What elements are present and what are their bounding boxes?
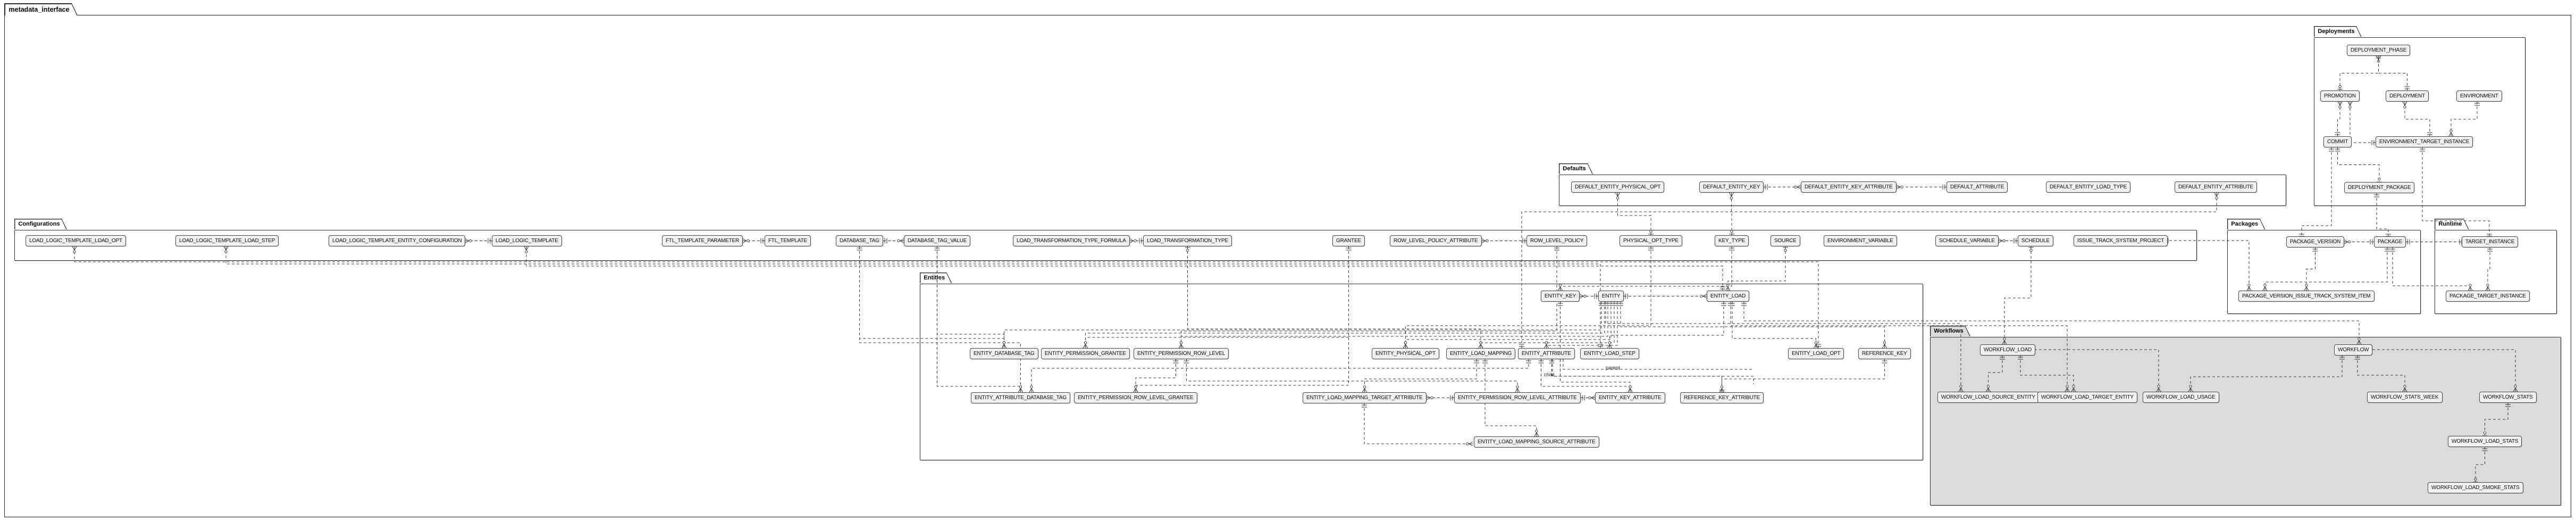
- table-pv_its_item[interactable]: PACKAGE_VERSION_ISSUE_TRACK_SYSTEM_ITEM: [2238, 291, 2374, 302]
- table-wl_source_entity[interactable]: WORKFLOW_LOAD_SOURCE_ENTITY: [1937, 392, 2039, 403]
- table-default_entity_load_type[interactable]: DEFAULT_ENTITY_LOAD_TYPE: [2046, 181, 2131, 193]
- table-llt_load_step[interactable]: LOAD_LOGIC_TEMPLATE_LOAD_STEP: [175, 235, 279, 246]
- table-e_perm_grantee[interactable]: ENTITY_PERMISSION_GRANTEE: [1041, 348, 1130, 359]
- table-key_type[interactable]: KEY_TYPE: [1715, 235, 1749, 246]
- table-ftl_template_parameter[interactable]: FTL_TEMPLATE_PARAMETER: [662, 235, 743, 246]
- table-wf_load_smoke_stats[interactable]: WORKFLOW_LOAD_SMOKE_STATS: [2428, 482, 2523, 493]
- group-tab-packages: Packages: [2227, 219, 2265, 229]
- table-e_attribute[interactable]: ENTITY_ATTRIBUTE: [1518, 348, 1575, 359]
- table-e_load_opt[interactable]: ENTITY_LOAD_OPT: [1788, 348, 1844, 359]
- table-entity_key[interactable]: ENTITY_KEY: [1541, 291, 1580, 302]
- table-workflow_load[interactable]: WORKFLOW_LOAD: [1980, 344, 2036, 355]
- table-default_entity_key[interactable]: DEFAULT_ENTITY_KEY: [1699, 181, 1764, 193]
- group-tab-configurations: Configurations: [14, 219, 67, 229]
- table-grantee[interactable]: GRANTEE: [1332, 235, 1365, 246]
- table-default_entity_key_attribute[interactable]: DEFAULT_ENTITY_KEY_ATTRIBUTE: [1801, 181, 1897, 193]
- table-environment_variable[interactable]: ENVIRONMENT_VARIABLE: [1824, 235, 1897, 246]
- table-schedule_variable[interactable]: SCHEDULE_VARIABLE: [1935, 235, 1999, 246]
- table-entity_database_tag[interactable]: ENTITY_DATABASE_TAG: [970, 348, 1038, 359]
- group-tab-deployments: Deployments: [2314, 26, 2362, 37]
- table-e_lm_target_attribute[interactable]: ENTITY_LOAD_MAPPING_TARGET_ATTRIBUTE: [1303, 392, 1427, 403]
- table-commit[interactable]: COMMIT: [2323, 136, 2352, 147]
- diagram-title: metadata_interface: [5, 4, 77, 16]
- table-wf_stats_week[interactable]: WORKFLOW_STATS_WEEK: [2367, 392, 2443, 403]
- table-deployment_phase[interactable]: DEPLOYMENT_PHASE: [2347, 45, 2411, 56]
- group-tab-entities: Entities: [920, 272, 952, 283]
- edge-label-child: child: [1544, 372, 1555, 378]
- table-package_target_instance[interactable]: PACKAGE_TARGET_INSTANCE: [2446, 291, 2530, 302]
- table-default_entity_physical_opt[interactable]: DEFAULT_ENTITY_PHYSICAL_OPT: [1571, 181, 1665, 193]
- table-llt_entity_configuration[interactable]: LOAD_LOGIC_TEMPLATE_ENTITY_CONFIGURATION: [329, 235, 466, 246]
- table-llt_load_opt[interactable]: LOAD_LOGIC_TEMPLATE_LOAD_OPT: [26, 235, 126, 246]
- group-deployments: [2314, 37, 2525, 206]
- table-deployment_package[interactable]: DEPLOYMENT_PACKAGE: [2344, 182, 2415, 193]
- group-label-packages: Packages: [2228, 219, 2264, 229]
- group-entities: [920, 284, 1923, 460]
- group-tab-workflows: Workflows: [1930, 326, 1970, 336]
- table-wf_stats[interactable]: WORKFLOW_STATS: [2479, 392, 2537, 403]
- table-e_attr_database_tag[interactable]: ENTITY_ATTRIBUTE_DATABASE_TAG: [971, 392, 1070, 403]
- table-reference_key[interactable]: REFERENCE_KEY: [1858, 348, 1911, 359]
- table-default_attribute[interactable]: DEFAULT_ATTRIBUTE: [1946, 181, 2008, 193]
- group-label-defaults: Defaults: [1559, 164, 1592, 174]
- table-entity[interactable]: ENTITY: [1598, 291, 1624, 302]
- group-label-workflows: Workflows: [1931, 326, 1969, 336]
- table-e_load_mapping[interactable]: ENTITY_LOAD_MAPPING: [1446, 348, 1516, 359]
- table-e_lm_source_attribute[interactable]: ENTITY_LOAD_MAPPING_SOURCE_ATTRIBUTE: [1474, 436, 1599, 448]
- table-environment_target_instance[interactable]: ENVIRONMENT_TARGET_INSTANCE: [2376, 136, 2473, 147]
- table-source[interactable]: SOURCE: [1771, 235, 1800, 246]
- table-package_version[interactable]: PACKAGE_VERSION: [2286, 236, 2345, 247]
- table-entity_load[interactable]: ENTITY_LOAD: [1707, 291, 1750, 302]
- edge-label-parent: parent: [1606, 365, 1620, 371]
- table-schedule[interactable]: SCHEDULE: [2018, 235, 2053, 246]
- table-deployment[interactable]: DEPLOYMENT: [2386, 90, 2429, 102]
- table-e_perm_rl_grantee[interactable]: ENTITY_PERMISSION_ROW_LEVEL_GRANTEE: [1074, 392, 1197, 403]
- table-database_tag[interactable]: DATABASE_TAG: [836, 235, 883, 246]
- table-database_tag_value[interactable]: DATABASE_TAG_VALUE: [904, 235, 971, 246]
- table-ftl_template[interactable]: FTL_TEMPLATE: [765, 235, 811, 246]
- table-default_entity_attribute[interactable]: DEFAULT_ENTITY_ATTRIBUTE: [2175, 181, 2257, 193]
- table-its_project[interactable]: ISSUE_TRACK_SYSTEM_PROJECT: [2074, 235, 2168, 246]
- table-workflow[interactable]: WORKFLOW: [2334, 344, 2373, 355]
- diagram-frame: [4, 15, 2571, 517]
- group-label-deployments: Deployments: [2314, 27, 2361, 37]
- table-package[interactable]: PACKAGE: [2374, 236, 2406, 247]
- table-ltt_formula[interactable]: LOAD_TRANSFORMATION_TYPE_FORMULA: [1013, 235, 1130, 246]
- diagram-title-tab: metadata_interface: [4, 3, 78, 15]
- group-workflows: [1930, 337, 2561, 506]
- table-e_perm_row_level[interactable]: ENTITY_PERMISSION_ROW_LEVEL: [1134, 348, 1229, 359]
- table-wf_load_stats[interactable]: WORKFLOW_LOAD_STATS: [2448, 436, 2522, 447]
- group-label-configurations: Configurations: [15, 219, 66, 229]
- table-physical_opt_type[interactable]: PHYSICAL_OPT_TYPE: [1620, 235, 1682, 246]
- table-target_instance[interactable]: TARGET_INSTANCE: [2462, 236, 2519, 247]
- table-ref_key_attribute[interactable]: REFERENCE_KEY_ATTRIBUTE: [1680, 392, 1764, 403]
- group-tab-runtime: Runtime: [2435, 219, 2469, 229]
- table-e_physical_opt[interactable]: ENTITY_PHYSICAL_OPT: [1372, 348, 1439, 359]
- table-wl_usage[interactable]: WORKFLOW_LOAD_USAGE: [2143, 392, 2219, 403]
- table-e_key_attribute[interactable]: ENTITY_KEY_ATTRIBUTE: [1595, 392, 1665, 403]
- table-wl_target_entity[interactable]: WORKFLOW_LOAD_TARGET_ENTITY: [2037, 392, 2137, 403]
- group-label-entities: Entities: [920, 273, 951, 283]
- table-row_level_policy[interactable]: ROW_LEVEL_POLICY: [1526, 235, 1588, 246]
- table-load_transformation_type[interactable]: LOAD_TRANSFORMATION_TYPE: [1143, 235, 1232, 246]
- table-e_perm_rl_attribute[interactable]: ENTITY_PERMISSION_ROW_LEVEL_ATTRIBUTE: [1454, 392, 1581, 403]
- table-load_logic_template[interactable]: LOAD_LOGIC_TEMPLATE: [492, 235, 562, 246]
- group-label-runtime: Runtime: [2435, 219, 2468, 229]
- table-environment[interactable]: ENVIRONMENT: [2456, 90, 2502, 102]
- table-rlp_attribute[interactable]: ROW_LEVEL_POLICY_ATTRIBUTE: [1390, 235, 1482, 246]
- table-e_load_step[interactable]: ENTITY_LOAD_STEP: [1580, 348, 1639, 359]
- table-promotion[interactable]: PROMOTION: [2320, 90, 2360, 102]
- group-tab-defaults: Defaults: [1559, 163, 1593, 174]
